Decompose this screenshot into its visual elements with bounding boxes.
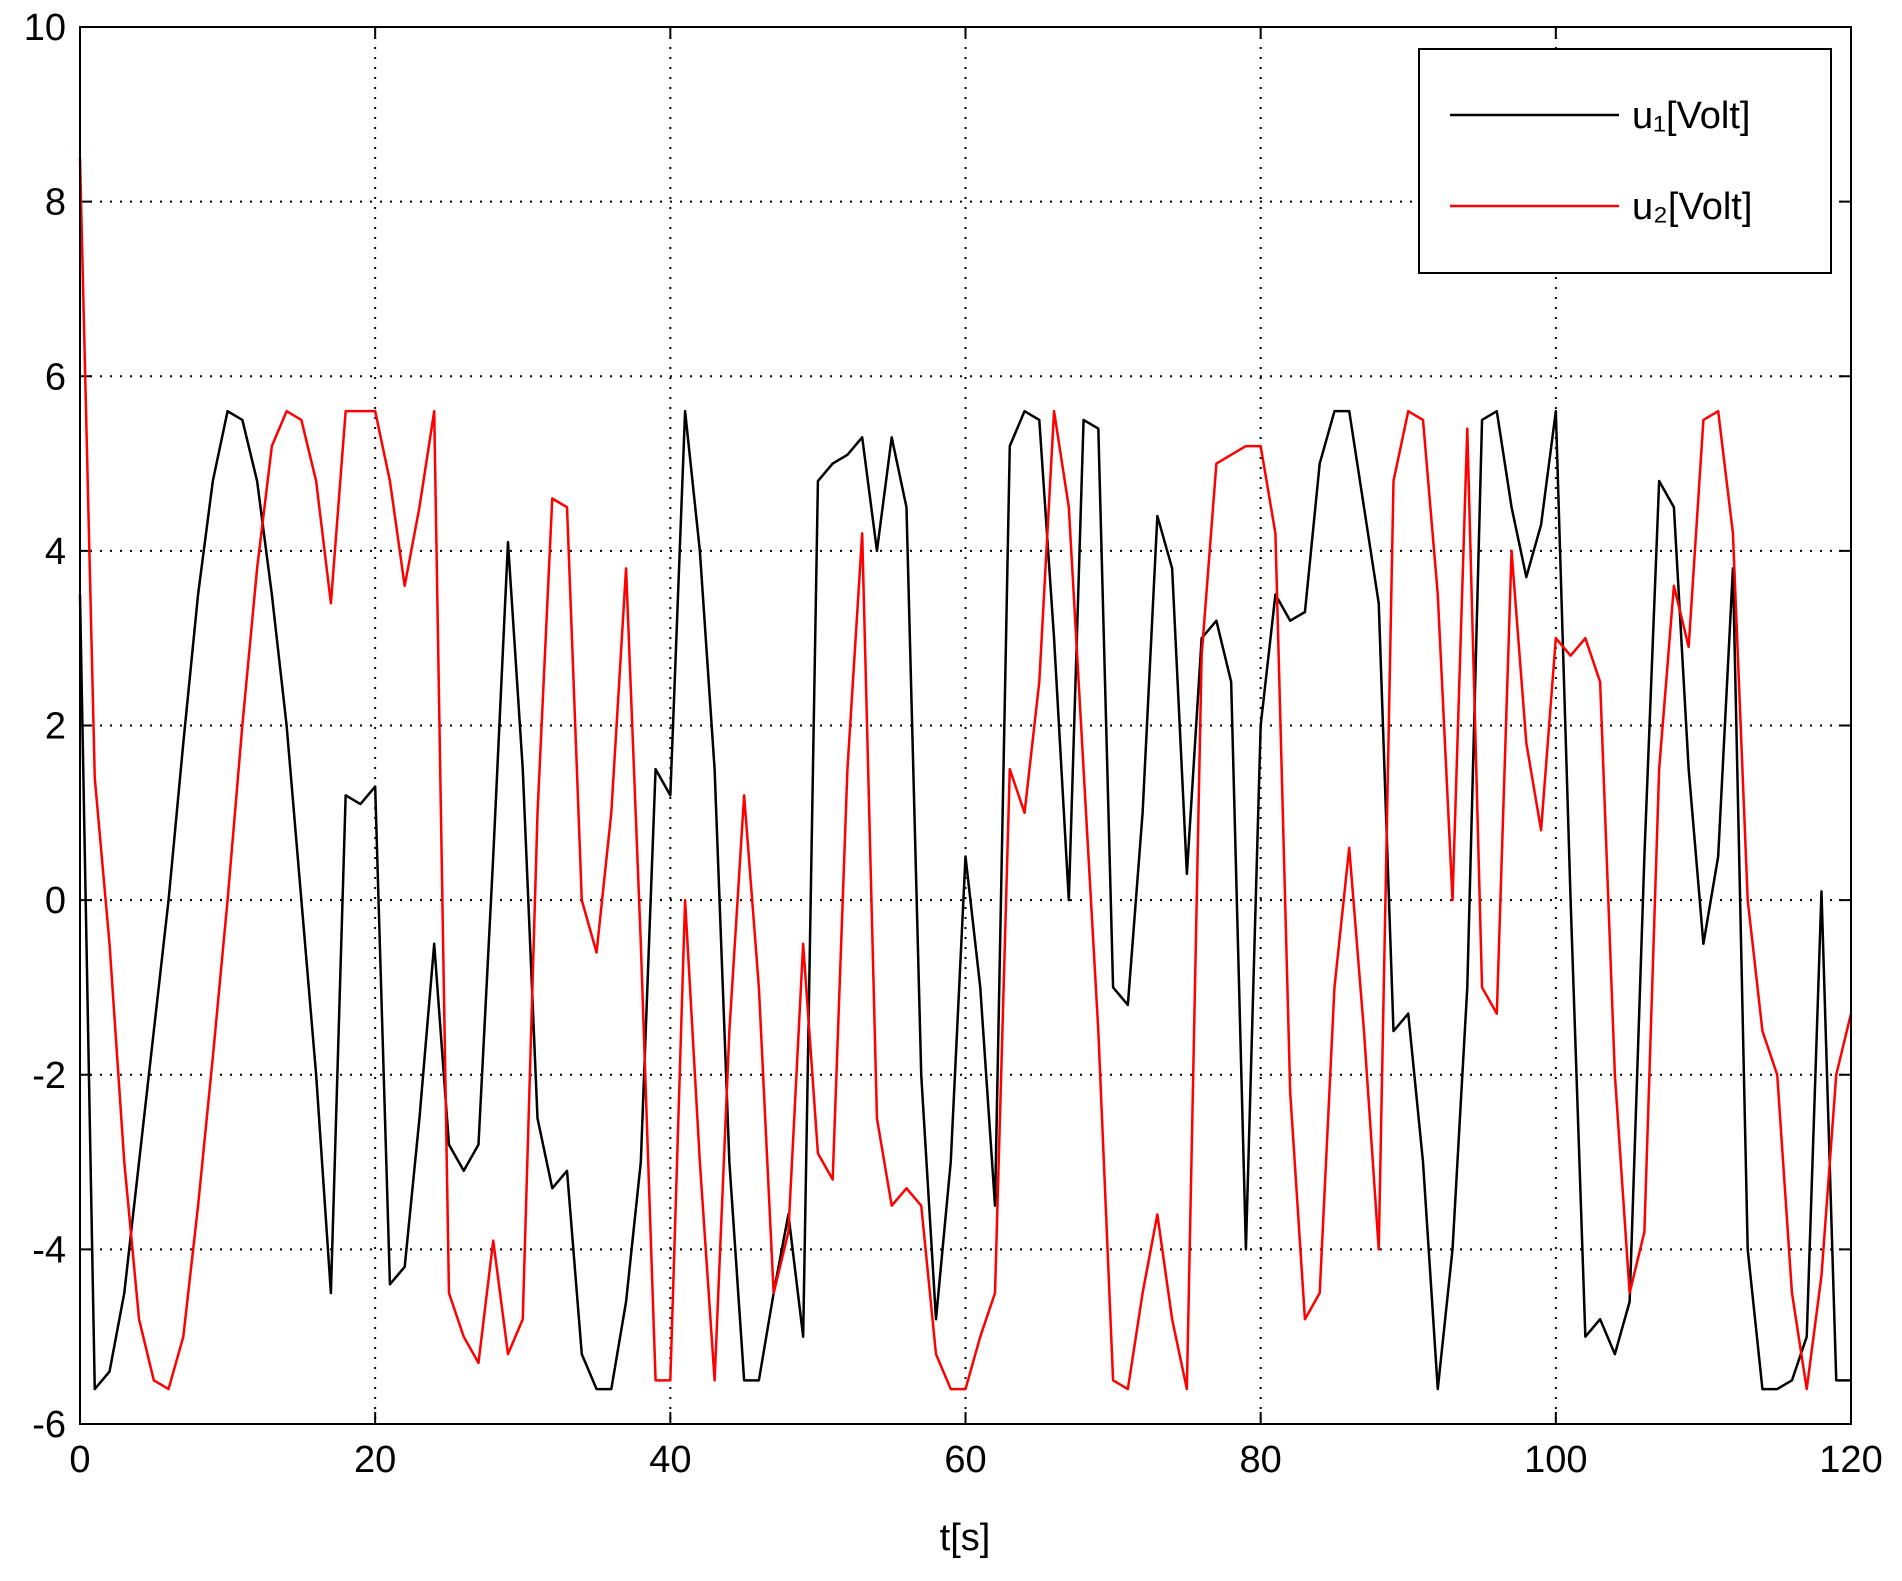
x-tick-label: 60 (944, 1439, 986, 1481)
y-tick-label: -2 (32, 1055, 66, 1097)
x-tick-label: 120 (1819, 1439, 1882, 1481)
y-tick-label: 2 (45, 706, 66, 748)
legend-box (1418, 48, 1832, 274)
x-tick-label: 80 (1240, 1439, 1282, 1481)
x-tick-label: 100 (1524, 1439, 1587, 1481)
y-tick-label: -6 (32, 1404, 66, 1446)
x-tick-label: 0 (69, 1439, 90, 1481)
x-axis-label: t[s] (940, 1517, 991, 1559)
series-line (78, 157, 1853, 1391)
y-tick-label: 0 (45, 880, 66, 922)
y-tick-label: 8 (45, 182, 66, 224)
y-tick-label: 6 (45, 356, 66, 398)
x-tick-label: 40 (649, 1439, 691, 1481)
series-line (78, 409, 1851, 1391)
plot-frame (79, 26, 1852, 1425)
legend-label: u₂[Volt] (1632, 186, 1752, 228)
x-tick-label: 20 (354, 1439, 396, 1481)
y-tick-label: -4 (32, 1229, 66, 1271)
y-tick-label: 10 (24, 7, 66, 49)
legend-label: u₁[Volt] (1632, 95, 1750, 137)
y-tick-label: 4 (45, 531, 66, 573)
